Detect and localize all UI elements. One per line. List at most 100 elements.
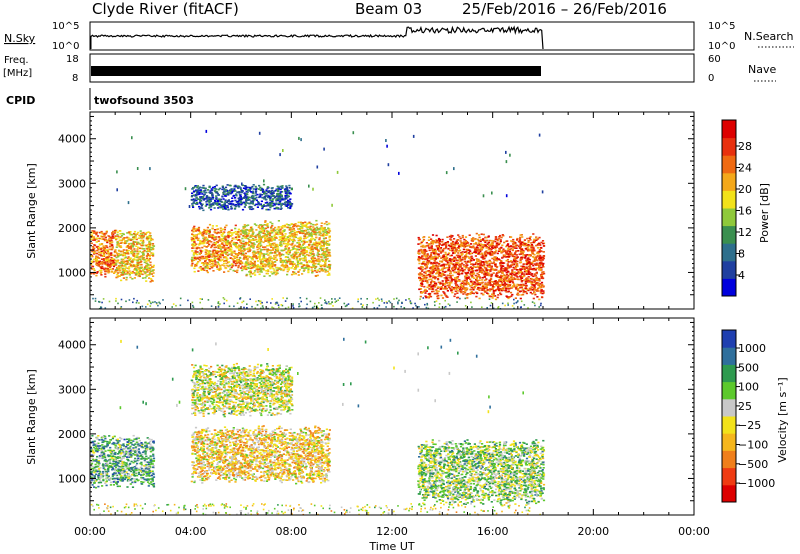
range-cell	[325, 253, 328, 256]
range-cell	[504, 283, 507, 286]
range-cell	[467, 252, 471, 254]
range-cell	[241, 262, 244, 265]
range-cell	[461, 262, 464, 265]
range-cell	[329, 255, 332, 257]
range-cell	[300, 237, 303, 240]
range-cell	[312, 247, 315, 250]
range-cell	[270, 205, 273, 207]
range-cell	[268, 242, 272, 245]
range-cell	[210, 241, 213, 243]
range-cell	[223, 260, 226, 263]
range-cell	[442, 291, 445, 293]
range-cell	[222, 198, 225, 200]
range-cell	[297, 228, 300, 230]
range-cell	[97, 265, 100, 267]
range-cell	[290, 267, 293, 269]
range-cell	[219, 248, 222, 250]
range-cell	[270, 195, 273, 198]
range-cell	[483, 267, 486, 269]
range-cell	[119, 230, 122, 232]
range-cell	[288, 190, 291, 192]
range-cell	[292, 253, 296, 255]
range-cell	[513, 255, 516, 258]
range-cell	[297, 225, 300, 227]
range-cell	[239, 241, 242, 243]
range-cell	[199, 199, 202, 201]
range-cell	[441, 251, 444, 253]
range-cell	[426, 263, 429, 265]
range-cell	[235, 194, 238, 197]
range-cell	[200, 255, 203, 258]
range-cell	[457, 246, 460, 249]
range-cell	[236, 262, 239, 265]
range-cell	[283, 261, 286, 263]
range-cell	[319, 265, 322, 268]
range-cell	[192, 242, 195, 245]
range-cell	[488, 263, 491, 265]
range-cell	[478, 275, 481, 278]
range-cell	[535, 258, 538, 261]
range-cell	[517, 273, 520, 275]
range-cell	[521, 284, 524, 287]
range-cell	[100, 248, 103, 250]
range-cell	[125, 273, 129, 275]
range-cell	[453, 247, 456, 249]
range-cell	[248, 199, 251, 201]
range-cell	[307, 271, 310, 274]
range-cell	[473, 281, 476, 284]
range-cell	[480, 261, 484, 263]
range-cell	[277, 220, 280, 222]
range-cell	[219, 256, 222, 259]
range-cell	[266, 226, 270, 229]
range-cell	[152, 266, 155, 268]
range-cell	[286, 196, 289, 198]
range-cell	[254, 252, 257, 255]
range-cell	[125, 242, 128, 244]
range-cell	[514, 243, 517, 245]
range-cell	[252, 192, 255, 195]
range-cell	[142, 236, 145, 239]
range-cell	[141, 233, 144, 235]
range-cell	[443, 267, 446, 269]
range-cell	[137, 231, 140, 234]
range-cell	[90, 238, 93, 241]
range-cell	[148, 273, 151, 275]
range-cell	[194, 244, 197, 247]
range-cell	[466, 255, 469, 258]
range-cell	[255, 238, 258, 241]
range-cell	[120, 261, 123, 264]
range-cell	[316, 254, 319, 256]
range-cell	[121, 269, 124, 271]
range-cell	[195, 257, 198, 260]
range-cell	[430, 278, 433, 281]
range-cell	[219, 264, 222, 267]
range-cell	[472, 283, 475, 285]
range-cell	[148, 245, 151, 247]
range-cell	[304, 257, 307, 259]
range-cell	[94, 231, 97, 234]
range-cell	[247, 250, 250, 253]
range-cell	[283, 230, 286, 233]
range-cell	[310, 229, 313, 231]
range-cell	[213, 238, 216, 240]
range-cell	[122, 269, 126, 272]
range-cell	[299, 239, 302, 241]
range-cell	[191, 256, 194, 259]
range-cell	[325, 229, 328, 231]
range-cell	[295, 264, 298, 267]
range-cell	[98, 257, 101, 259]
range-cell	[293, 239, 296, 242]
range-cell	[298, 231, 301, 233]
range-cell	[433, 276, 436, 278]
range-cell	[230, 229, 233, 231]
range-cell	[328, 264, 331, 266]
range-cell	[423, 252, 427, 254]
range-cell	[256, 266, 259, 269]
range-cell	[266, 238, 270, 240]
range-cell	[243, 266, 246, 268]
range-cell	[110, 243, 113, 246]
range-cell	[508, 245, 511, 248]
range-cell	[134, 234, 137, 237]
range-cell	[91, 268, 94, 270]
range-cell	[231, 264, 234, 266]
